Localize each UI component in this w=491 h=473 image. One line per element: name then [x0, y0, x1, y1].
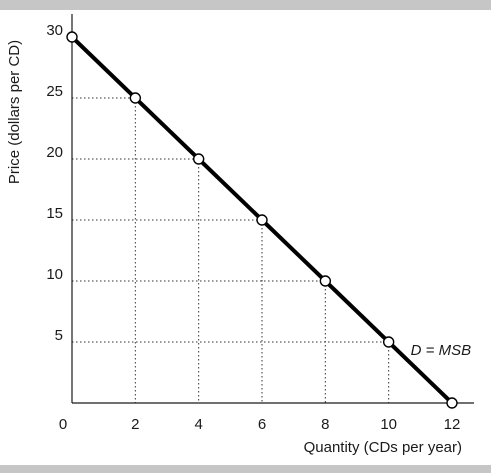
- guide-lines: [72, 97, 390, 403]
- axes: [71, 14, 474, 404]
- x-tick-label: 8: [321, 416, 329, 433]
- top-border-band: [0, 0, 491, 10]
- y-tick-label: 5: [55, 327, 63, 344]
- y-tick-label: 15: [46, 205, 63, 222]
- data-point-marker: [129, 92, 142, 104]
- data-point-marker: [446, 397, 458, 409]
- y-tick-label: 20: [46, 144, 63, 161]
- tick-labels: 0 2 4 6 8 10 12 5 10 15 20 25 30: [46, 22, 460, 433]
- series-layer: [66, 31, 458, 409]
- x-tick-label: 2: [131, 416, 139, 433]
- data-point-marker: [192, 153, 205, 165]
- x-axis-title: Quantity (CDs per year): [304, 439, 462, 456]
- x-tick-label: 0: [59, 416, 67, 433]
- y-tick-label: 25: [46, 83, 63, 100]
- data-point-marker: [256, 214, 268, 226]
- x-tick-label: 4: [194, 416, 202, 433]
- x-tick-label: 6: [258, 416, 266, 433]
- data-point-marker: [319, 275, 332, 287]
- data-point-marker: [382, 336, 395, 348]
- y-tick-label: 30: [46, 22, 63, 39]
- y-axis-title: Price (dollars per CD): [6, 40, 23, 184]
- x-tick-label: 12: [444, 416, 461, 433]
- demand-curve-label: D = MSB: [411, 342, 471, 359]
- data-point-marker: [66, 31, 78, 43]
- y-tick-label: 10: [46, 266, 63, 283]
- x-tick-label: 10: [380, 416, 397, 433]
- bottom-border-band: [0, 465, 491, 473]
